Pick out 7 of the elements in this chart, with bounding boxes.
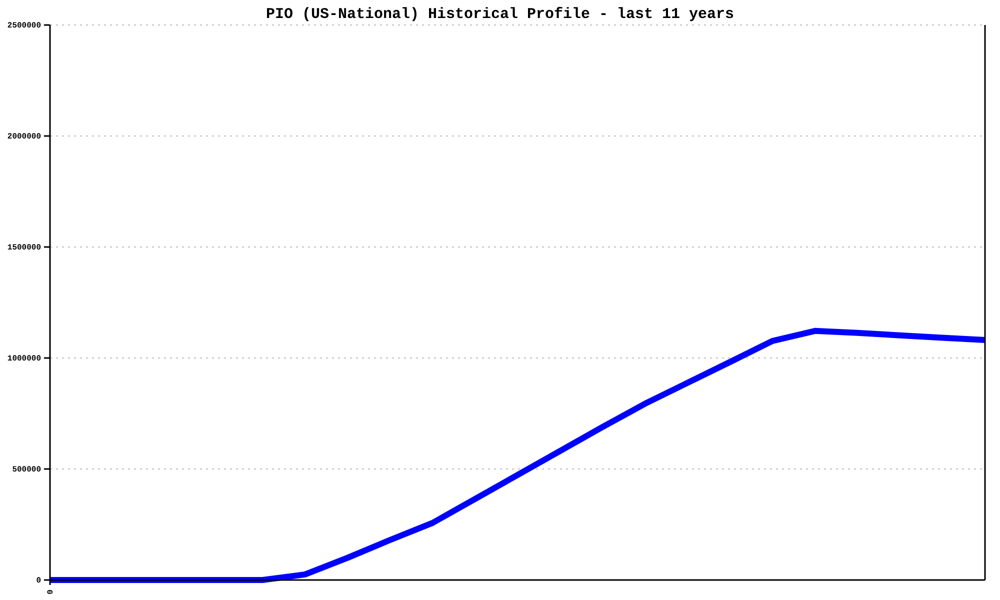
y-tick-label: 500000 [12, 466, 42, 475]
chart-title: PIO (US-National) Historical Profile - last 11 years [266, 6, 734, 23]
y-tick-label: 1000000 [7, 354, 42, 364]
category-label: 0 [46, 590, 56, 594]
y-tick-label: 2000000 [7, 132, 42, 142]
y-tick-label: 1500000 [7, 244, 42, 253]
y-tick-label: 2500000 [7, 22, 42, 31]
